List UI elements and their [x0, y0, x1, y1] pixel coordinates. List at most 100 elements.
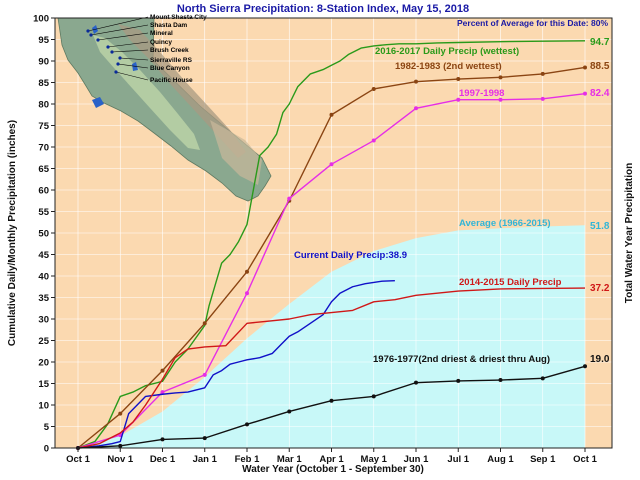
station-leader-brush-creek	[111, 49, 149, 53]
station-marker-mount-shasta-city	[86, 29, 90, 33]
station-leader-shasta-dam	[90, 24, 149, 36]
series-point-1982-1983-2nd-wettest-1	[118, 411, 123, 416]
series-point-1982-1983-2nd-wettest-4	[245, 269, 249, 274]
series-point-1976-1977-2nd-driest-driest-thru-aug-11	[540, 376, 545, 381]
station-leader-sierraville-rs	[119, 57, 149, 61]
y-tick-label-0: 0	[44, 444, 49, 455]
series-point-1982-1983-2nd-wettest-9	[456, 77, 461, 82]
y-tick-label-10: 50	[38, 229, 49, 240]
series-point-1982-1983-2nd-wettest-6	[329, 112, 334, 117]
series-point-1997-1998-11	[540, 96, 545, 101]
series-label-current-daily-precip-38-9: Current Daily Precip:38.9	[294, 250, 407, 261]
station-leader-blue-canyon	[117, 63, 149, 69]
california-map	[57, 17, 272, 202]
y-tick-label-20: 100	[33, 14, 49, 25]
series-label-1976-1977-2nd-driest-driest-thru-aug: 1976-1977(2nd driest & driest thru Aug)	[373, 354, 550, 365]
series-point-1997-1998-10	[498, 97, 503, 102]
series-point-1997-1998-7	[371, 138, 376, 143]
series-point-1976-1977-2nd-driest-driest-thru-aug-9	[456, 378, 461, 383]
y-tick-label-6: 30	[38, 315, 49, 326]
y-tick-label-2: 10	[38, 401, 49, 412]
station-label-quincy: Quincy	[150, 39, 172, 46]
series-point-1982-1983-2nd-wettest-8	[414, 79, 418, 84]
series-point-1976-1977-2nd-driest-driest-thru-aug-7	[371, 394, 376, 399]
series-point-1997-1998-5	[287, 196, 292, 201]
series-point-1982-1983-2nd-wettest-7	[371, 86, 376, 91]
series-label-1997-1998: 1997-1998	[459, 88, 504, 99]
series-point-1976-1977-2nd-driest-driest-thru-aug-3	[202, 436, 207, 441]
station-marker-shasta-dam	[89, 33, 93, 37]
station-leader-mount-shasta-city	[87, 16, 149, 32]
chart-title: North Sierra Precipitation: 8-Station In…	[177, 3, 469, 15]
station-marker-mineral	[96, 38, 100, 42]
chart-subtitle: Percent of Average for this Date: 80%	[457, 18, 608, 28]
x-tick-label-10: Aug 1	[487, 454, 514, 465]
x-tick-label-4: Feb 1	[235, 454, 261, 465]
x-tick-label-3: Jan 1	[193, 454, 218, 465]
station-marker-brush-creek	[110, 50, 114, 54]
station-marker-quincy	[106, 45, 110, 49]
x-tick-label-9: Jul 1	[447, 454, 469, 465]
series-point-1976-1977-2nd-driest-driest-thru-aug-6	[329, 398, 334, 403]
y-axis-right-title: Total Water Year Precipitation	[624, 163, 635, 303]
series-point-1997-1998-4	[245, 291, 249, 296]
x-tick-label-7: May 1	[361, 454, 388, 465]
y-tick-label-18: 90	[38, 57, 49, 68]
series-point-1976-1977-2nd-driest-driest-thru-aug-8	[414, 380, 418, 385]
series-total-average-1966-2015: 51.8	[590, 221, 610, 232]
series-point-1976-1977-2nd-driest-driest-thru-aug-1	[118, 443, 123, 448]
y-tick-label-17: 85	[38, 78, 49, 89]
series-point-1997-1998-8	[414, 106, 418, 111]
series-point-1976-1977-2nd-driest-driest-thru-aug-4	[245, 422, 249, 427]
series-total-2016-2017-daily-precip-wettest: 94.7	[590, 37, 610, 48]
series-point-1997-1998-9	[456, 97, 461, 102]
station-marker-blue-canyon	[116, 62, 120, 66]
series-point-1982-1983-2nd-wettest-12	[583, 65, 587, 70]
y-tick-label-9: 45	[38, 250, 49, 261]
x-tick-label-2: Dec 1	[150, 454, 176, 465]
series-total-2014-2015-daily-precip: 37.2	[590, 283, 610, 294]
y-tick-label-13: 65	[38, 164, 49, 175]
bay-shape	[92, 97, 104, 108]
station-marker-sierraville-rs	[118, 56, 122, 60]
station-label-blue-canyon: Blue Canyon	[150, 65, 190, 72]
x-tick-label-5: Mar 1	[277, 454, 303, 465]
y-tick-label-8: 40	[38, 272, 49, 283]
x-tick-label-0: Oct 1	[66, 454, 90, 465]
y-tick-label-11: 55	[38, 207, 49, 218]
x-tick-label-8: Jun 1	[404, 454, 430, 465]
series-line-2014-2015-daily-precip	[77, 287, 586, 449]
axis-layer: 0 5 10 15 20 25 30 35 40 45 50 55 60 65 70 75 80 85 90 95 10…	[33, 14, 597, 466]
series-total-1982-1983-2nd-wettest: 88.5	[590, 61, 610, 72]
series-label-average-1966-2015: Average (1966-2015)	[459, 218, 551, 229]
station-label-mineral: Mineral	[150, 30, 173, 37]
station-leader-pacific-house	[115, 71, 149, 81]
series-total-1997-1998: 82.4	[590, 88, 610, 99]
series-total-1976-1977-2nd-driest-driest-thru-aug: 19.0	[590, 354, 610, 365]
x-tick-label-12: Oct 1	[573, 454, 597, 465]
x-tick-label-6: Apr 1	[319, 454, 344, 465]
x-tick-label-11: Sep 1	[530, 454, 556, 465]
series-point-1982-1983-2nd-wettest-11	[540, 71, 545, 76]
series-point-1997-1998-3	[202, 372, 207, 377]
x-axis-title: Water Year (October 1 - September 30)	[242, 464, 424, 475]
series-line-current-daily-precip-38-9	[77, 280, 395, 449]
x-tick-label-1: Nov 1	[107, 454, 134, 465]
series-point-1982-1983-2nd-wettest-2	[160, 368, 165, 373]
y-tick-label-15: 75	[38, 121, 49, 132]
station-label-shasta-dam: Shasta Dam	[150, 22, 187, 29]
y-tick-label-5: 25	[38, 336, 49, 347]
series-point-1976-1977-2nd-driest-driest-thru-aug-10	[498, 378, 503, 383]
y-tick-label-14: 70	[38, 143, 49, 154]
y-tick-label-19: 95	[38, 35, 49, 46]
y-tick-label-3: 15	[38, 379, 49, 390]
y-tick-label-4: 20	[38, 358, 49, 369]
series-point-1997-1998-6	[329, 162, 334, 167]
y-axis-title: Cumulative Daily/Monthly Precipitation (…	[7, 120, 18, 346]
desert-shape	[210, 120, 262, 185]
station-label-sierraville-rs: Sierraville RS	[150, 57, 193, 64]
series-label-1982-1983-2nd-wettest: 1982-1983 (2nd wettest)	[395, 61, 502, 72]
series-point-1982-1983-2nd-wettest-3	[202, 321, 207, 326]
series-point-1976-1977-2nd-driest-driest-thru-aug-2	[160, 437, 165, 442]
series-label-2014-2015-daily-precip: 2014-2015 Daily Precip	[459, 277, 562, 288]
